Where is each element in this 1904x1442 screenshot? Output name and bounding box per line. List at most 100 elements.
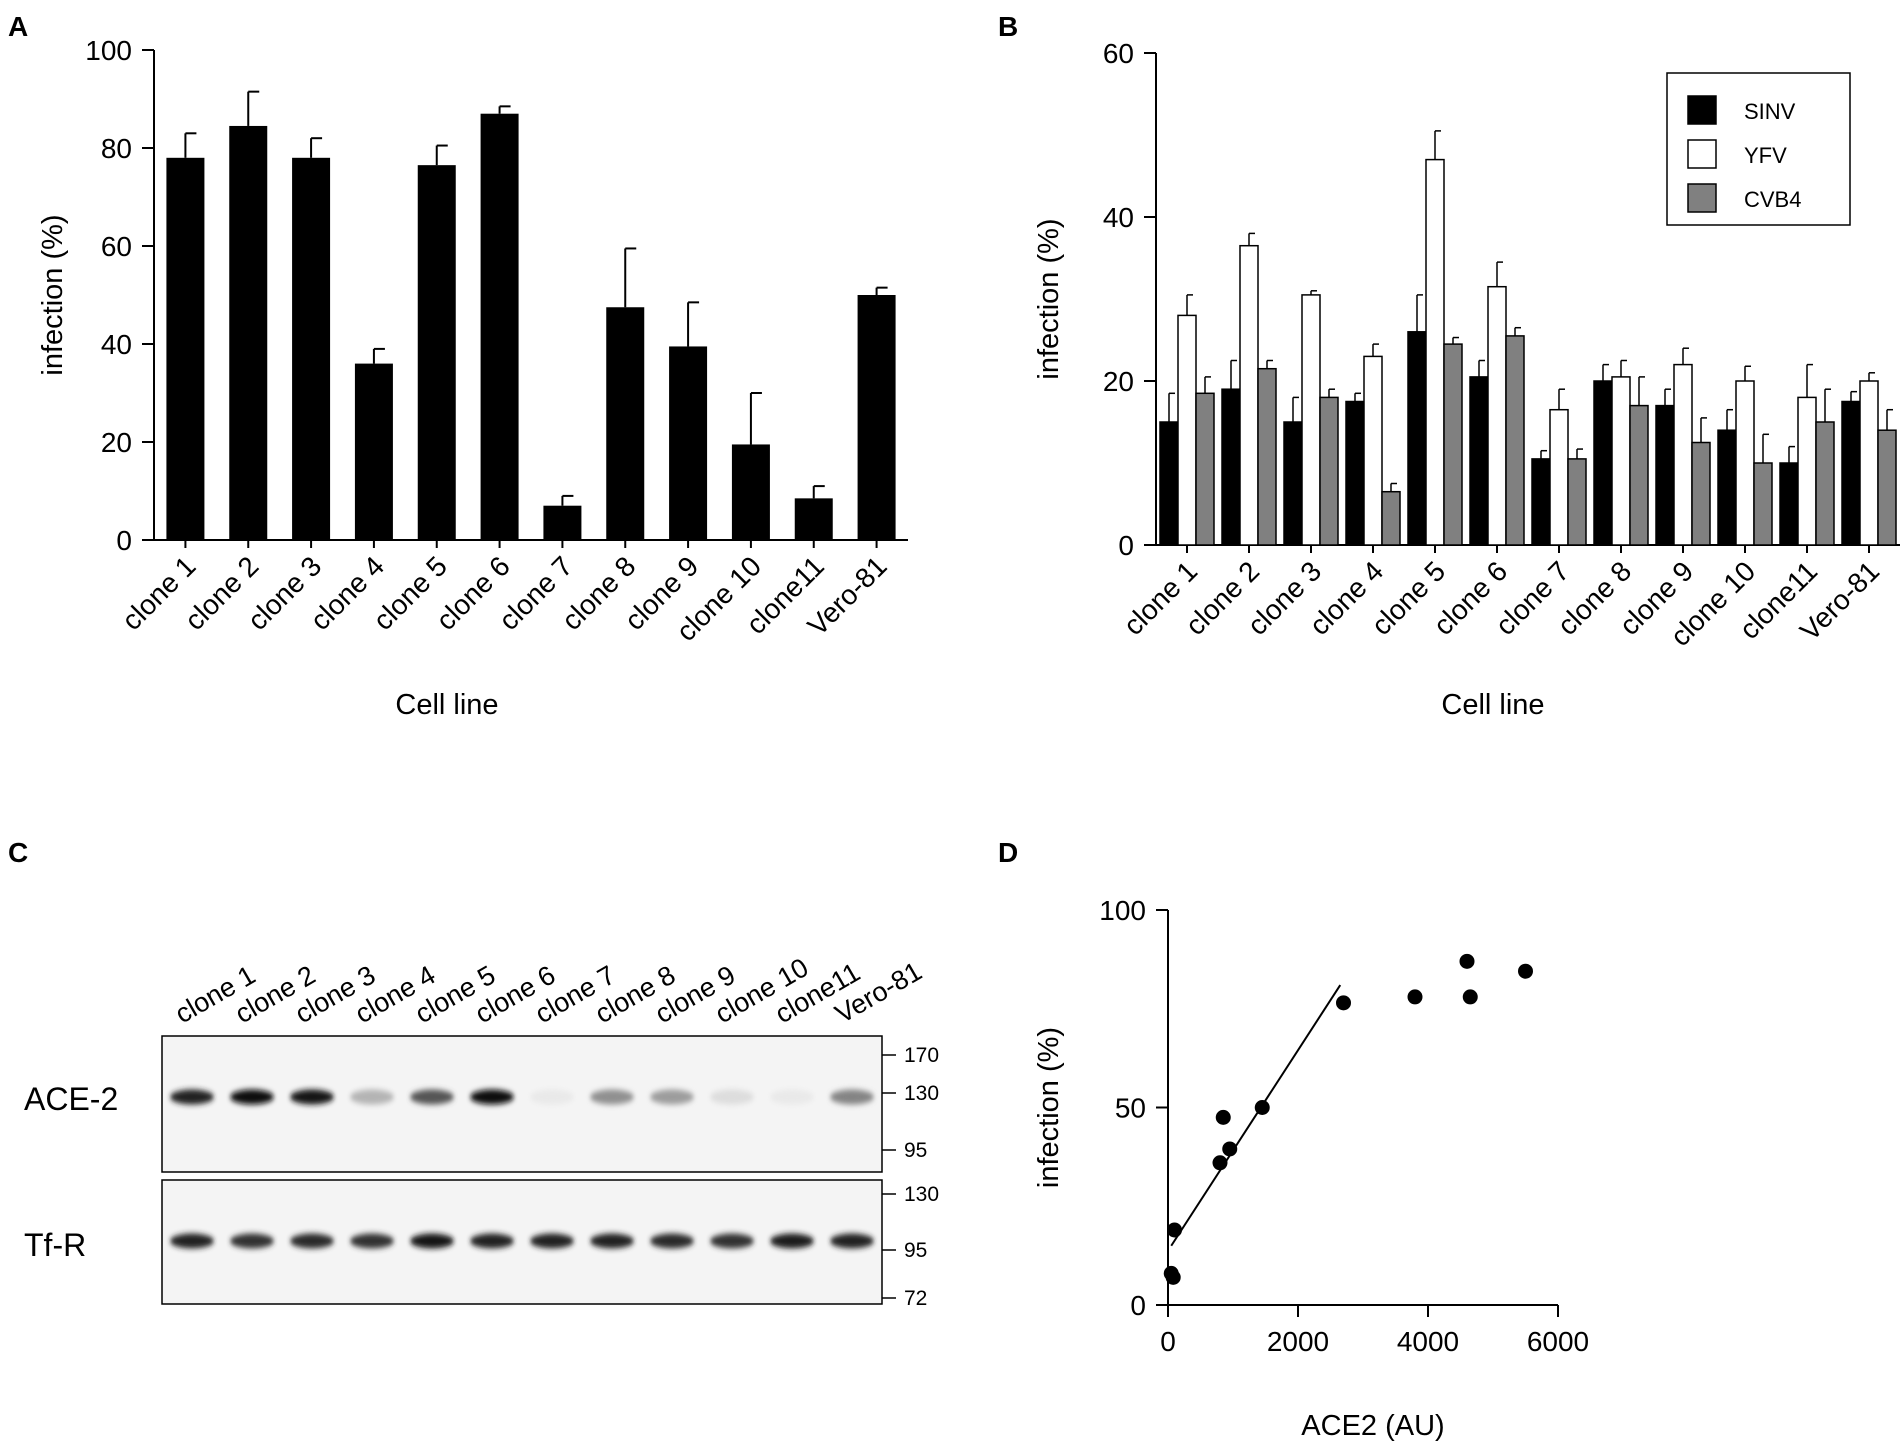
band bbox=[410, 1233, 454, 1249]
bar-b-sinv bbox=[1779, 462, 1799, 546]
bar-a bbox=[543, 505, 582, 540]
y-tick-label-b: 0 bbox=[1118, 530, 1134, 561]
bar-a bbox=[669, 346, 708, 540]
bar-b-yfv bbox=[1611, 376, 1631, 546]
bar-b-yfv bbox=[1673, 363, 1693, 546]
legend-label-cvb4: CVB4 bbox=[1744, 187, 1801, 212]
bar-b-yfv bbox=[1177, 314, 1197, 546]
y-tick-label-b: 40 bbox=[1103, 202, 1134, 233]
blot-membrane bbox=[161, 1179, 883, 1305]
y-tick-label-b: 20 bbox=[1103, 366, 1134, 397]
bar-b-yfv bbox=[1425, 158, 1445, 546]
y-tick-label-d: 0 bbox=[1130, 1290, 1146, 1321]
scatter-point bbox=[1518, 963, 1533, 979]
bar-b-sinv bbox=[1531, 458, 1551, 546]
y-tick-label-a: 60 bbox=[101, 231, 132, 262]
y-tick-label-a: 40 bbox=[101, 329, 132, 360]
band bbox=[290, 1089, 334, 1105]
legend-label-sinv: SINV bbox=[1744, 99, 1796, 124]
marker-label: 130 bbox=[904, 1183, 939, 1206]
band bbox=[530, 1089, 574, 1105]
bar-b-cvb4 bbox=[1505, 335, 1525, 546]
band bbox=[410, 1089, 454, 1105]
panel-label-a: A bbox=[8, 11, 28, 42]
bar-b-yfv bbox=[1363, 355, 1383, 546]
x-tick-label-d: 0 bbox=[1160, 1326, 1176, 1357]
bar-b-yfv bbox=[1797, 396, 1817, 546]
bar-b-yfv bbox=[1549, 408, 1569, 546]
bar-b-sinv bbox=[1221, 388, 1241, 546]
legend-swatch-sinv bbox=[1687, 95, 1717, 125]
scatter-point bbox=[1167, 1222, 1182, 1238]
legend-label-yfv: YFV bbox=[1744, 143, 1787, 168]
chart-d: 0 50 100 0 2000 4000 6000 infection (%) ACE2 (AU… bbox=[1033, 895, 1589, 1442]
bar-b-sinv bbox=[1469, 376, 1489, 546]
scatter-point bbox=[1222, 1141, 1238, 1157]
y-tick-label-d: 100 bbox=[1099, 895, 1146, 926]
band bbox=[350, 1089, 394, 1105]
bar-b-sinv bbox=[1283, 421, 1303, 546]
bar-b-sinv bbox=[1841, 400, 1861, 546]
bar-b-cvb4 bbox=[1319, 396, 1339, 546]
band bbox=[470, 1233, 514, 1249]
bar-b-yfv bbox=[1859, 380, 1879, 546]
scatter-point bbox=[1459, 953, 1475, 969]
bar-b-cvb4 bbox=[1195, 392, 1215, 546]
marker-label: 95 bbox=[904, 1239, 927, 1262]
panel-label-c: C bbox=[8, 837, 28, 868]
bar-b-sinv bbox=[1717, 429, 1737, 546]
bar-a bbox=[354, 363, 393, 540]
bar-a bbox=[417, 165, 456, 540]
bar-b-cvb4 bbox=[1567, 458, 1587, 546]
bar-b-sinv bbox=[1407, 331, 1427, 546]
band bbox=[230, 1089, 274, 1105]
x-tick-label-d: 6000 bbox=[1527, 1326, 1589, 1357]
bar-b-cvb4 bbox=[1691, 441, 1711, 546]
y-tick-label-a: 20 bbox=[101, 427, 132, 458]
band bbox=[530, 1233, 574, 1249]
panel-label-d: D bbox=[998, 837, 1018, 868]
bar-b-cvb4 bbox=[1753, 462, 1773, 546]
bar-a bbox=[480, 113, 519, 540]
marker-label: 72 bbox=[904, 1287, 927, 1310]
bar-a bbox=[731, 444, 770, 540]
y-tick-label-d: 50 bbox=[1115, 1093, 1146, 1124]
band bbox=[230, 1233, 274, 1249]
bar-a bbox=[857, 295, 896, 540]
bar-b-cvb4 bbox=[1381, 490, 1401, 546]
scatter-point bbox=[1407, 989, 1423, 1005]
band bbox=[770, 1233, 814, 1249]
scatter-point bbox=[1212, 1155, 1228, 1171]
blot-label: ACE-2 bbox=[24, 1081, 118, 1117]
x-tick-label-d: 2000 bbox=[1267, 1326, 1329, 1357]
band bbox=[830, 1089, 874, 1105]
band bbox=[170, 1089, 214, 1105]
marker-label: 170 bbox=[904, 1044, 939, 1067]
bar-b-sinv bbox=[1345, 400, 1365, 546]
scatter-point bbox=[1462, 989, 1478, 1005]
bar-b-yfv bbox=[1239, 244, 1259, 546]
x-axis-title-d: ACE2 (AU) bbox=[1301, 1410, 1444, 1442]
y-tick-label-b: 60 bbox=[1103, 38, 1134, 69]
bar-b-sinv bbox=[1593, 380, 1613, 546]
scatter-point bbox=[1215, 1109, 1231, 1125]
bar-a bbox=[229, 125, 268, 540]
bar-b-cvb4 bbox=[1257, 367, 1277, 546]
bar-b-yfv bbox=[1301, 294, 1321, 546]
marker-label: 95 bbox=[904, 1139, 927, 1162]
band bbox=[590, 1089, 634, 1105]
y-tick-label-a: 80 bbox=[101, 133, 132, 164]
bar-b-sinv bbox=[1159, 421, 1179, 546]
bar-b-yfv bbox=[1735, 380, 1755, 546]
legend-swatch-yfv bbox=[1687, 139, 1717, 169]
legend-b: SINV YFV CVB4 bbox=[1666, 72, 1851, 226]
regression-line bbox=[1170, 984, 1342, 1247]
blot-membrane bbox=[161, 1035, 883, 1173]
y-tick-label-a: 0 bbox=[116, 525, 132, 556]
y-tick-label-a: 100 bbox=[85, 35, 132, 66]
scatter-point bbox=[1254, 1100, 1270, 1115]
band bbox=[290, 1233, 334, 1249]
